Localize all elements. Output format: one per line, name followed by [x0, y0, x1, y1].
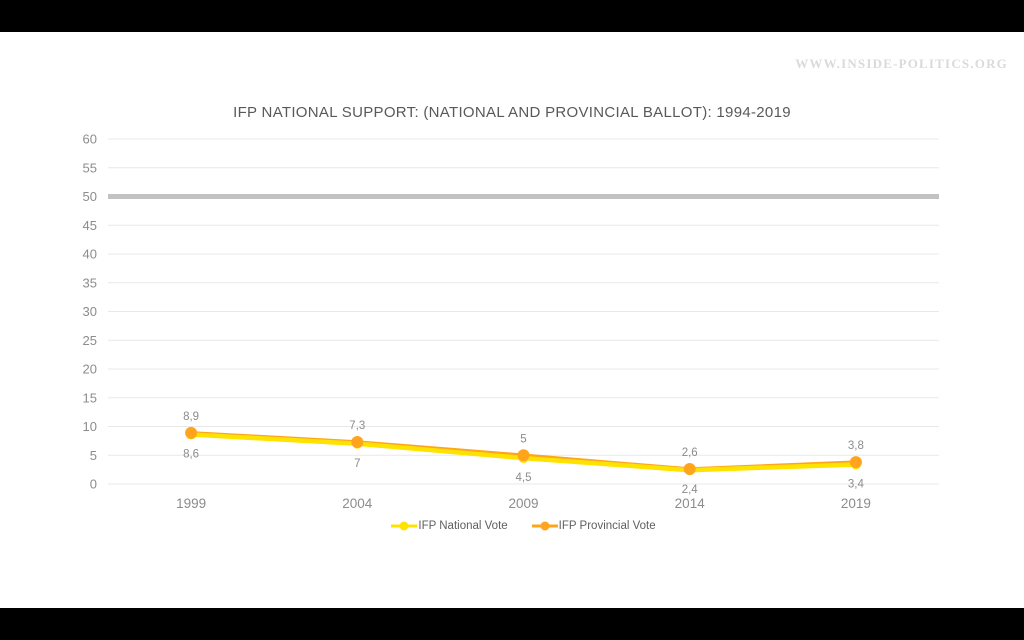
data-point-ifp-provincial-vote — [185, 426, 198, 439]
data-point-ifp-provincial-vote — [683, 463, 696, 476]
data-label: 3,8 — [848, 440, 864, 452]
x-axis-tick-label: 2009 — [508, 496, 538, 511]
data-label: 7,3 — [349, 420, 365, 432]
chart-title: IFP NATIONAL SUPPORT: (NATIONAL AND PROV… — [233, 104, 791, 121]
legend-marker-icon — [531, 521, 558, 531]
data-label: 5 — [520, 433, 526, 445]
data-label: 2,4 — [682, 484, 699, 496]
x-axis-tick-label: 2019 — [841, 496, 871, 511]
data-label: 3,4 — [848, 478, 865, 490]
y-axis-tick-label: 0 — [90, 477, 97, 492]
y-axis-tick-label: 10 — [83, 419, 97, 434]
legend: IFP National Vote IFP Provincial Vote — [108, 520, 939, 532]
x-axis-tick-label: 2014 — [675, 496, 706, 511]
data-label: 8,6 — [183, 449, 199, 461]
y-axis-tick-label: 20 — [83, 362, 97, 377]
data-point-ifp-provincial-vote — [517, 449, 530, 462]
data-label: 7 — [354, 458, 360, 470]
y-axis-tick-label: 40 — [83, 247, 97, 262]
y-axis-tick-label: 60 — [83, 132, 97, 147]
top-letterbox-bar — [0, 0, 1024, 32]
y-axis-tick-label: 55 — [83, 160, 97, 175]
legend-marker-icon — [391, 521, 418, 531]
legend-label: IFP National Vote — [418, 520, 508, 532]
legend-item-ifp-national-vote: IFP National Vote — [391, 520, 508, 532]
data-label: 8,9 — [183, 411, 199, 423]
data-point-ifp-provincial-vote — [351, 436, 364, 449]
y-axis-tick-label: 45 — [83, 218, 97, 233]
x-axis-tick-label: 2004 — [342, 496, 373, 511]
legend-label: IFP Provincial Vote — [558, 520, 656, 532]
y-axis-tick-label: 30 — [83, 304, 97, 319]
watermark: WWW.INSIDE-POLITICS.ORG — [795, 56, 1008, 71]
data-label: 2,6 — [682, 447, 698, 459]
x-axis-tick-label: 1999 — [176, 496, 206, 511]
y-axis-tick-label: 15 — [83, 390, 97, 405]
data-point-ifp-provincial-vote — [849, 456, 862, 469]
y-axis-tick-label: 25 — [83, 333, 97, 348]
data-label: 4,5 — [516, 472, 532, 484]
y-axis-tick-label: 35 — [83, 275, 97, 290]
y-axis-tick-label: 5 — [90, 448, 97, 463]
bottom-letterbox-bar — [0, 608, 1024, 640]
reference-line-50 — [108, 194, 939, 199]
legend-item-ifp-provincial-vote: IFP Provincial Vote — [531, 520, 656, 532]
y-axis-tick-label: 50 — [83, 189, 97, 204]
